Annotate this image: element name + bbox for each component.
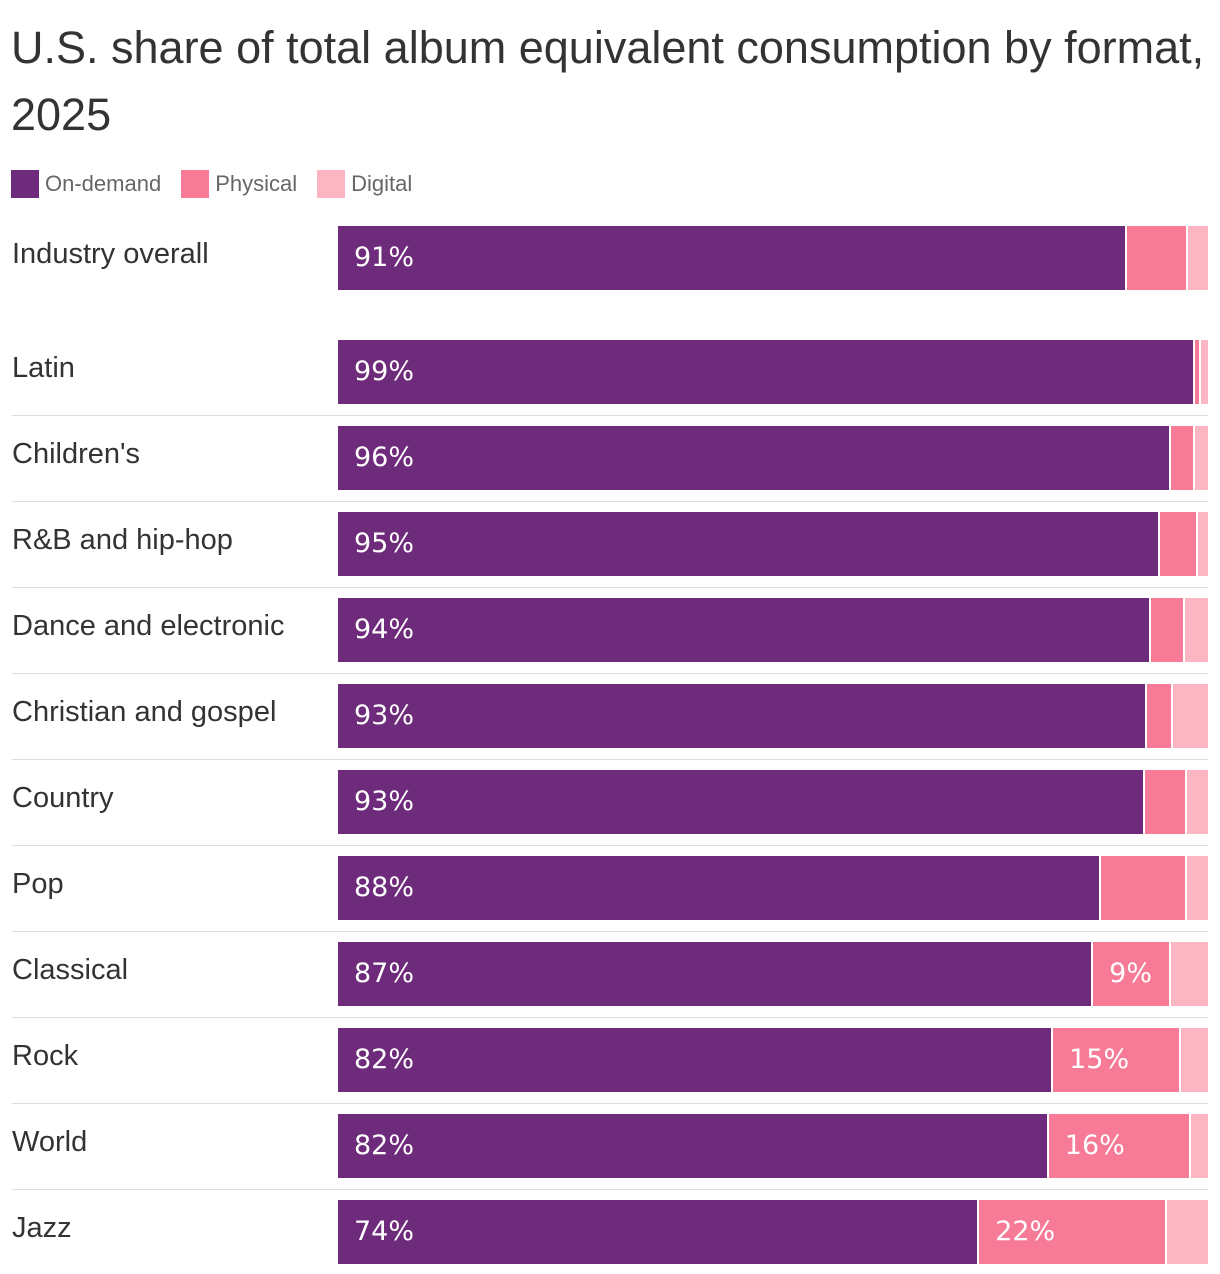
bar-segment-digital [1173,684,1208,748]
bar-segment-on-demand: 95% [338,512,1159,576]
bar-segment-digital [1184,598,1208,662]
data-label: 93% [354,700,415,731]
data-label: 74% [354,1216,415,1247]
legend-label: Physical [215,171,298,196]
row-divider [12,415,1208,416]
row-divider [12,1017,1208,1018]
bar-segment-on-demand: 87% [338,942,1092,1006]
legend-swatch [11,170,39,198]
bar-segment-on-demand: 94% [338,598,1149,662]
data-label: 87% [354,958,415,989]
stacked-bar: 96% [338,426,1208,490]
bar-segment-physical [1194,340,1200,404]
bar-segment-digital [1187,770,1208,834]
legend-label: On-demand [45,171,162,196]
row-divider [12,759,1208,760]
bar-segment-on-demand: 74% [338,1200,978,1264]
bar-segment-on-demand: 93% [338,770,1144,834]
category-label: Christian and gospel [12,696,277,728]
stacked-bar: 88% [338,856,1208,920]
data-label: 9% [1109,958,1152,989]
bar-segment-physical: 15% [1053,1028,1179,1092]
stacked-bar: 93% [338,684,1208,748]
chart-title: U.S. share of total album equivalent con… [11,22,1205,140]
stacked-bar: 99% [338,340,1208,404]
legend-swatch [181,170,210,198]
bar-segment-physical: 16% [1048,1114,1189,1178]
stacked-bar: 82% 16% [338,1114,1208,1178]
data-label: 95% [354,528,415,559]
data-label: 91% [354,242,415,273]
legend-swatch [317,170,346,198]
legend: On-demand Physical Digital [11,170,412,198]
bar-segment-physical: 9% [1093,942,1170,1006]
category-label: Rock [12,1040,79,1072]
data-label: 93% [354,786,415,817]
row-divider [12,1103,1208,1104]
bar-segment-on-demand: 91% [338,226,1126,290]
bar-segment-physical [1127,226,1186,290]
category-label: Jazz [12,1212,72,1244]
bar-segment-physical [1160,512,1196,576]
row-divider [12,1189,1208,1190]
bar-segment-physical [1145,770,1186,834]
stacked-bar: 82% 15% [338,1028,1208,1092]
bar-segment-physical [1100,856,1186,920]
data-label: 96% [354,442,415,473]
row-divider [12,931,1208,932]
stacked-bar: 74% 22% [338,1200,1208,1264]
bar-segment-on-demand: 82% [338,1114,1047,1178]
bar-segment-digital [1181,1028,1208,1092]
stacked-bar: 93% [338,770,1208,834]
data-label: 15% [1069,1044,1130,1075]
stacked-bar: 87% 9% [338,942,1208,1006]
bar-segment-physical [1150,598,1183,662]
row-divider [12,845,1208,846]
bar-segment-physical: 22% [979,1200,1166,1264]
bar-segment-digital [1171,942,1208,1006]
stacked-bar: 91% [338,226,1208,290]
bar-segment-digital [1194,426,1208,490]
category-label: Industry overall [12,238,209,270]
category-label: Classical [12,954,129,986]
bar-segment-digital [1187,856,1208,920]
bar-segment-on-demand: 88% [338,856,1099,920]
bar-segment-digital [1201,340,1208,404]
bar-segment-digital [1187,226,1208,290]
bar-segment-digital [1197,512,1208,576]
bar-segment-on-demand: 82% [338,1028,1052,1092]
category-label: R&B and hip-hop [12,524,233,556]
category-label: Latin [12,352,75,384]
category-label: Country [12,782,114,814]
legend-item: Physical [181,170,297,198]
category-label: Dance and electronic [12,610,285,642]
category-label: Children's [12,438,141,470]
row-divider [12,501,1208,502]
data-label: 82% [354,1130,415,1161]
bar-segment-digital [1190,1114,1208,1178]
row-divider [12,673,1208,674]
bar-segment-digital [1167,1200,1208,1264]
data-label: 99% [354,356,415,387]
row-divider [12,587,1208,588]
legend-label: Digital [351,171,413,196]
data-label: 16% [1064,1130,1125,1161]
category-label: World [12,1126,88,1158]
legend-item: Digital [317,170,412,198]
bar-segment-physical [1170,426,1193,490]
data-label: 22% [995,1216,1056,1247]
stacked-bar: 95% [338,512,1208,576]
data-label: 82% [354,1044,415,1075]
bar-segment-on-demand: 96% [338,426,1169,490]
data-label: 88% [354,872,415,903]
data-label: 94% [354,614,415,645]
stacked-bar: 94% [338,598,1208,662]
legend-item: On-demand [11,170,161,198]
bar-segment-on-demand: 99% [338,340,1193,404]
category-label: Pop [12,868,64,900]
bar-segment-on-demand: 93% [338,684,1146,748]
bar-segment-physical [1147,684,1172,748]
